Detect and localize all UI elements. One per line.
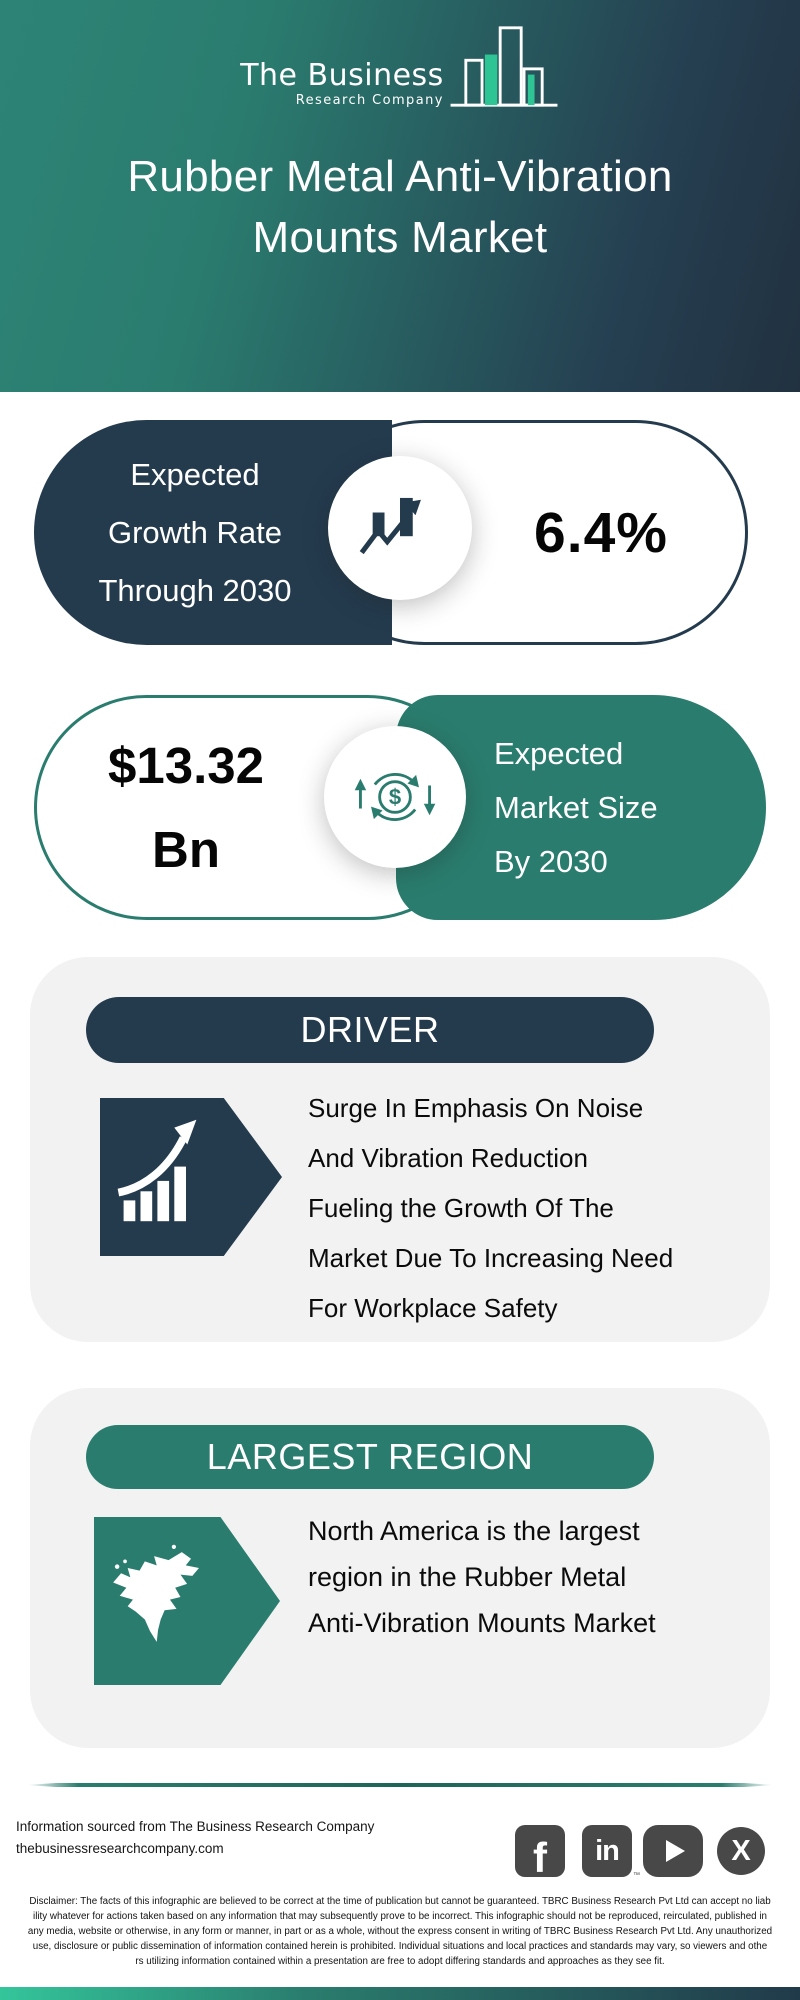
driver-heading: DRIVER [300,1009,440,1050]
north-america-map-icon [94,1517,280,1685]
brand-subname: Research Company [295,93,444,108]
driver-card: DRIVER Surge In Emphasis On Noise And Vi… [30,957,770,1342]
linkedin-icon[interactable]: in ™ [582,1825,640,1879]
brand-logo: The Business Research Company [0,14,800,108]
source-website: thebusinessresearchcompany.com [16,1841,224,1856]
disclaimer-text: Disclaimer: The facts of this infographi… [27,1896,773,1967]
facebook-icon[interactable]: f [515,1825,565,1877]
youtube-icon[interactable] [643,1825,703,1877]
largest-region-card: LARGEST REGION North America is the larg… [30,1388,770,1748]
growth-rate-label: Expected Growth Rate Through 2030 [98,456,292,608]
bottom-accent-bar [0,1987,800,2000]
market-size-label: Expected Market Size By 2030 [494,735,658,879]
x-twitter-icon[interactable]: X [717,1827,765,1875]
header-banner: The Business Research Company Rubber Met… [0,0,800,392]
largest-region-heading-pill: LARGEST REGION [86,1425,654,1489]
page-title: Rubber Metal Anti-Vibration Mounts Marke… [127,152,673,262]
driver-text: Surge In Emphasis On Noise And Vibration… [308,1093,674,1323]
market-size-card: $13.32 Bn $ Expected Market Size By 2030 [0,695,800,920]
growth-rate-card: Expected Growth Rate Through 2030 6.4% [0,420,800,645]
buildings-bar-chart-icon [450,26,558,107]
source-info: Information sourced from The Business Re… [16,1816,374,1860]
brand-logo-text: The Business Research Company [240,57,444,108]
money-circulation-icon-circle: $ [324,726,466,868]
linkedin-trademark: ™ [633,1872,640,1879]
driver-heading-pill: DRIVER [86,997,654,1063]
growth-trend-icon [359,497,421,555]
svg-text:$: $ [389,785,401,810]
largest-region-heading: LARGEST REGION [206,1436,534,1477]
market-size-value: $13.32 Bn [108,736,264,878]
social-links: f in ™ X [515,1825,765,1879]
source-line: Information sourced from The Business Re… [16,1819,375,1834]
growth-rate-value: 6.4% [534,500,668,565]
money-circulation-icon: $ [354,773,436,821]
footer-divider [26,1783,774,1787]
growth-trend-icon-circle [328,456,472,600]
brand-name: The Business [240,57,444,93]
largest-region-text: North America is the largest region in t… [308,1516,656,1638]
rising-bars-arrow-icon [100,1098,282,1256]
play-triangle [665,1840,685,1862]
